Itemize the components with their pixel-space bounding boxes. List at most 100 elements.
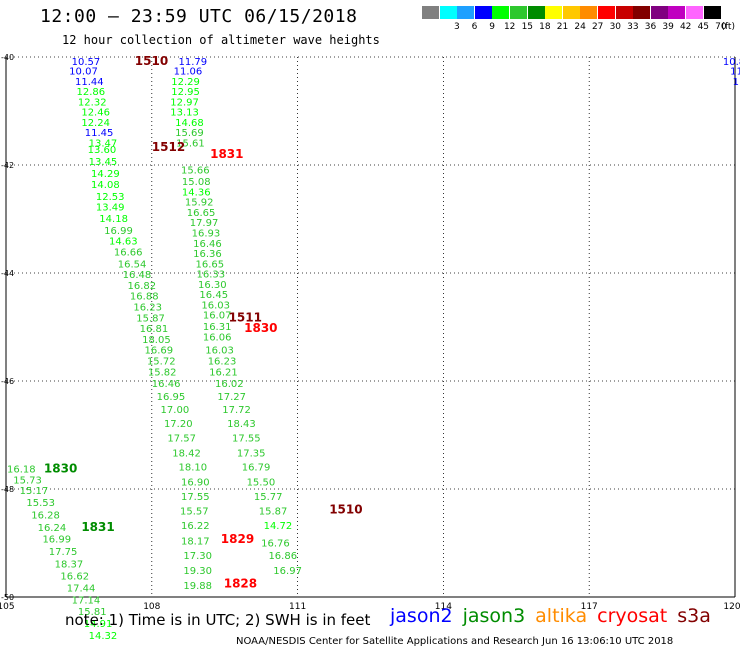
wave-height-label: 15.72 [147,356,176,367]
wave-height-label: 11.79 [179,57,208,68]
satellite-legend-item: altika [535,605,588,627]
colorbar-label: 3 [454,22,460,32]
colorbar-swatch [650,6,668,19]
wave-height-label: 13.13 [170,108,199,119]
colorbar-swatch [668,6,686,19]
wave-height-label: 12.24 [81,118,110,129]
wave-height-label: 16.03 [205,346,234,357]
wave-height-label: 17.57 [167,434,196,445]
colorbar-label: 42 [679,22,692,32]
colorbar-unit: (ft) [721,22,735,32]
lat-tick-label: -46 [1,377,14,386]
pass-time-label: 1830 [44,461,77,475]
wave-height-label: 16.82 [128,281,157,292]
wave-height-label: 16.24 [38,523,67,534]
wave-height-label: 13.45 [89,157,118,168]
colorbar-swatch [545,6,563,19]
wave-height-label: 14.91 [84,619,113,630]
wave-height-label: 17.55 [232,434,261,445]
pass-time-label: 1510 [329,503,362,517]
wave-height-label: 17.20 [164,419,193,430]
wave-height-label: 16.62 [60,571,89,582]
wave-height-label: 16.90 [181,477,210,488]
wave-height-label: 16.46 [193,239,222,250]
wave-height-label: 15.87 [136,313,165,324]
wave-height-label: 19.88 [183,581,212,592]
wave-height-label: 13.49 [96,203,125,214]
wave-height-label: 16.86 [268,551,297,562]
wave-height-label: 17.30 [183,551,212,562]
wave-height-label: 16.22 [181,521,210,532]
wave-height-label: 18.10 [179,462,208,473]
wave-height-label: 16.30 [198,280,227,291]
wave-height-label: 16.76 [261,538,290,549]
wave-height-label: 14.68 [175,118,204,129]
lat-tick-label: -50 [1,593,14,602]
wave-height-label: 16.31 [203,322,232,333]
lat-tick-label: -40 [1,53,14,62]
wave-height-label: 17.27 [217,392,246,403]
pass-time-label: 1828 [224,577,257,591]
colorbar-swatch [527,6,545,19]
lon-tick-label: 108 [143,602,160,612]
colorbar-label: 39 [662,22,674,32]
pass-time-label: 1831 [210,147,243,161]
wave-height-label: 18.05 [142,335,171,346]
wave-height-label: 14.18 [99,214,128,225]
satellite-legend-item: jason3 [462,605,526,627]
credit-footer: NOAA/NESDIS Center for Satellite Applica… [236,636,674,647]
wave-height-label: 16.28 [31,510,60,521]
satellite-legend-item: jason2 [390,605,453,627]
wave-height-label: 13.47 [89,138,118,149]
wave-height-label: 16.36 [193,249,222,260]
wave-height-label: 12.95 [171,87,200,98]
wave-height-label: 17.14 [72,596,101,607]
map-grid [5,56,736,598]
colorbar-label: 30 [609,22,622,32]
colorbar-label: 9 [489,22,495,32]
wave-height-label: 18.43 [227,419,256,430]
colorbar-swatch [615,6,633,19]
colorbar-label: 45 [697,22,710,32]
lat-tick-label: -48 [1,485,14,494]
wave-height-label: 12.29 [171,77,200,88]
wave-height-label: 10.87 [723,57,740,68]
wave-height-label: 15.92 [185,198,214,209]
colorbar-swatch [598,6,615,19]
pass-time-label: 1829 [221,532,254,546]
wave-height-label: 11.4 [730,67,740,78]
colorbar-label: 6 [471,22,478,32]
wave-height-label: 17.55 [181,492,210,503]
colorbar-label: 33 [627,22,639,32]
wave-height-label: 16.46 [152,379,181,390]
wave-height-label: 12.46 [81,108,110,119]
colorbar-swatch [492,6,510,19]
wave-height-label: 15.08 [182,177,211,188]
colorbar-swatch [633,6,651,19]
wave-height-label: 16.81 [140,324,169,335]
colorbar-swatch [474,6,492,19]
wave-height-label: 16.06 [203,333,232,344]
wave-height-label: 11.45 [85,128,114,139]
wave-height-label: 16.99 [42,535,71,546]
wave-height-label: 15.50 [247,477,276,488]
colorbar-swatch [562,6,580,19]
wave-height-label: 15.81 [78,607,107,618]
colorbar-swatch [422,6,439,19]
wave-height-label: 16.18 [7,464,36,475]
lon-tick-label: 114 [435,602,452,612]
wave-height-label: 10.07 [69,67,98,78]
pass-time-label: 1830 [244,321,277,335]
wave-height-label: 14.29 [91,169,120,180]
wave-height-label: 16.88 [130,292,159,303]
wave-height-label: 16.23 [208,356,237,367]
colorbar-label: 21 [556,22,569,32]
wave-height-label: 17.97 [190,218,219,229]
lat-tick-label: -44 [1,269,14,278]
wave-height-label: 16.97 [273,566,302,577]
lon-tick-label: 105 [0,602,15,612]
wave-height-label: 15.87 [259,507,288,518]
wave-height-label: 18.42 [172,448,201,459]
